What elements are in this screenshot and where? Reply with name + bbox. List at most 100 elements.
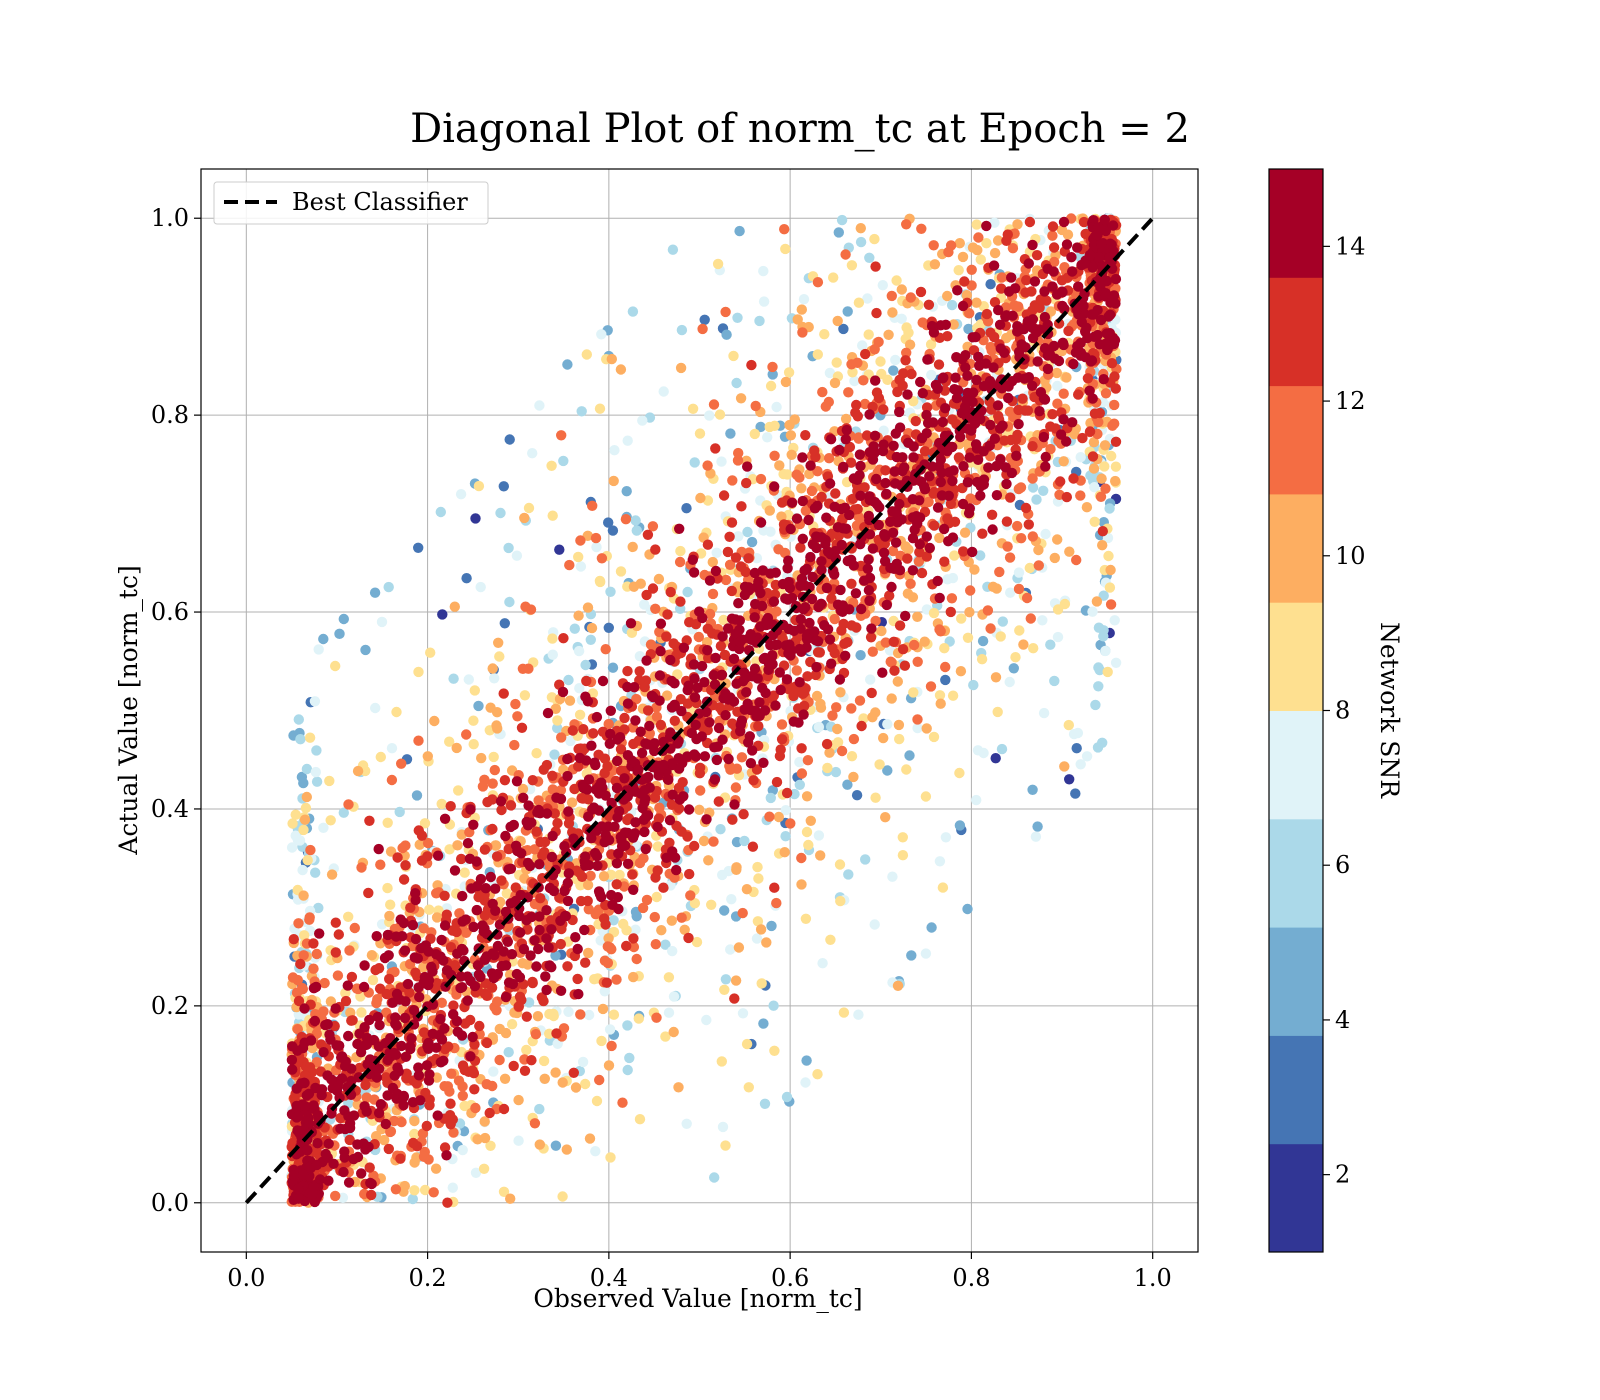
scatter-point (396, 758, 407, 769)
scatter-point (731, 377, 742, 389)
scatter-point (791, 513, 803, 524)
scatter-point (595, 576, 606, 588)
scatter-point (513, 1135, 524, 1146)
scatter-point (958, 546, 969, 557)
scatter-point (717, 1121, 729, 1133)
scatter-point (801, 826, 813, 838)
scatter-point (529, 935, 540, 946)
scatter-point (287, 1064, 298, 1075)
scatter-point (523, 502, 535, 514)
scatter-point (733, 598, 744, 609)
scatter-point (805, 815, 816, 826)
scatter-point (809, 445, 820, 456)
scatter-point (472, 1134, 483, 1145)
scatter-point (668, 991, 680, 1002)
scatter-point (1010, 652, 1021, 663)
scatter-point (912, 722, 923, 734)
scatter-point (769, 1045, 780, 1057)
scatter-point (668, 638, 679, 649)
scatter-point (628, 971, 639, 983)
scatter-point (809, 503, 821, 514)
scatter-point (558, 455, 569, 467)
scatter-point (880, 637, 891, 648)
scatter-point (830, 488, 841, 499)
scatter-point (570, 932, 581, 943)
scatter-point (308, 938, 319, 949)
scatter-point (771, 897, 782, 909)
scatter-point (414, 991, 425, 1003)
scatter-point (567, 725, 578, 736)
scatter-point (408, 1005, 420, 1016)
scatter-point (824, 747, 835, 758)
scatter-point (736, 501, 747, 512)
scatter-point (963, 323, 974, 335)
scatter-point (1087, 451, 1099, 462)
scatter-point (1013, 483, 1024, 495)
scatter-point (469, 1084, 480, 1095)
scatter-point (719, 649, 731, 661)
scatter-point (622, 435, 633, 446)
scatter-point (642, 705, 654, 716)
scatter-point (1086, 355, 1098, 366)
scatter-point (1103, 550, 1114, 562)
scatter-point (364, 815, 375, 826)
scatter-point (838, 618, 849, 630)
scatter-point (559, 885, 570, 897)
scatter-point (795, 614, 806, 625)
scatter-point (957, 353, 968, 365)
scatter-point (637, 415, 648, 426)
scatter-point (309, 696, 321, 707)
scatter-point (937, 882, 949, 893)
scatter-point (713, 796, 724, 807)
scatter-point (519, 512, 530, 524)
scatter-point (395, 914, 406, 925)
scatter-point (407, 1097, 419, 1108)
scatter-point (490, 840, 501, 851)
scatter-point (580, 851, 591, 862)
scatter-point (400, 840, 411, 851)
scatter-point (582, 879, 594, 891)
scatter-point (386, 743, 398, 754)
scatter-point (815, 698, 826, 710)
scatter-point (382, 817, 393, 828)
scatter-point (346, 971, 358, 983)
scatter-point (717, 734, 728, 745)
scatter-point (485, 702, 496, 713)
scatter-point (396, 1040, 407, 1052)
scatter-point (590, 532, 602, 544)
scatter-point (689, 898, 701, 909)
scatter-point (375, 751, 386, 763)
scatter-point (447, 1182, 458, 1193)
scatter-point (449, 601, 460, 612)
scatter-point (883, 329, 894, 340)
scatter-point (407, 1193, 418, 1205)
scatter-point (771, 401, 782, 413)
scatter-point (1088, 463, 1100, 474)
scatter-point (939, 556, 950, 567)
scatter-point (801, 791, 813, 802)
scatter-point (661, 690, 673, 701)
scatter-point (443, 1041, 454, 1052)
scatter-point (445, 942, 457, 953)
scatter-point (855, 650, 866, 661)
scatter-point (904, 339, 916, 350)
scatter-point (667, 244, 679, 255)
scatter-point (855, 236, 867, 248)
scatter-point (543, 942, 554, 953)
scatter-point (948, 465, 959, 476)
scatter-point (758, 1018, 769, 1029)
scatter-point (732, 312, 743, 323)
scatter-point (993, 304, 1004, 316)
scatter-point (985, 623, 996, 634)
scatter-point (684, 617, 695, 628)
scatter-point (595, 935, 606, 946)
scatter-point (653, 573, 665, 585)
scatter-point (1020, 502, 1032, 514)
scatter-point (681, 503, 692, 514)
scatter-point (704, 575, 716, 586)
scatter-point (791, 469, 802, 480)
scatter-point (792, 314, 803, 325)
scatter-point (429, 715, 440, 727)
scatter-point (829, 377, 841, 389)
scatter-point (324, 775, 335, 787)
